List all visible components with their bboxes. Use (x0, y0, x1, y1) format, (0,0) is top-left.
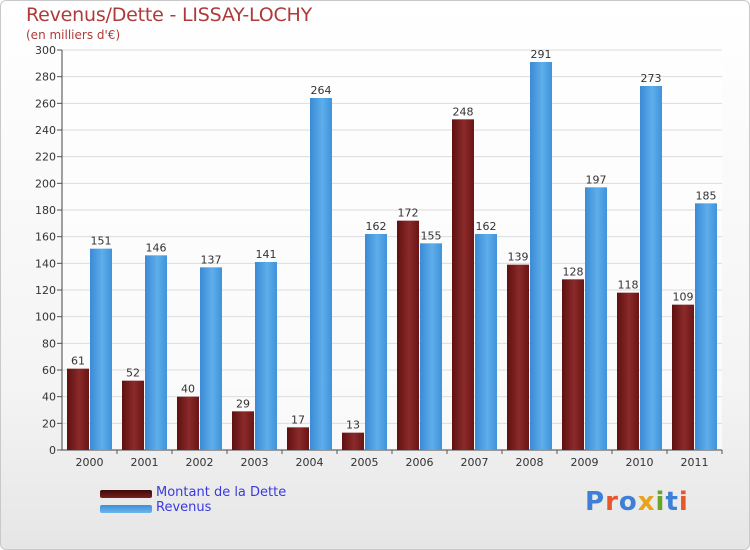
revenus-bar (200, 267, 222, 450)
y-tick-label: 80 (42, 337, 56, 350)
revenus-bar (530, 62, 552, 450)
dette-value-label: 172 (398, 207, 419, 220)
revenus-bar (640, 86, 662, 450)
dette-value-label: 248 (453, 105, 474, 118)
x-tick-label: 2011 (681, 456, 709, 469)
dette-bar (232, 411, 254, 450)
dette-bar (452, 119, 474, 450)
revenus-bar (420, 243, 442, 450)
dette-bar (287, 427, 309, 450)
logo-letter: o (618, 487, 638, 517)
y-tick-label: 20 (42, 417, 56, 430)
proxiti-logo: Proxiti (585, 487, 689, 517)
dette-value-label: 109 (673, 291, 694, 304)
logo-letter: r (605, 487, 619, 517)
revenus-bar (695, 203, 717, 450)
revenus-value-label: 264 (311, 84, 332, 97)
dette-value-label: 13 (346, 419, 360, 432)
revenus-bar (585, 187, 607, 451)
revenus-bar (310, 98, 332, 450)
revenus-value-label: 162 (366, 220, 387, 233)
dette-value-label: 52 (126, 367, 140, 380)
dette-value-label: 40 (181, 383, 195, 396)
x-tick-label: 2001 (131, 456, 159, 469)
x-tick-label: 2007 (461, 456, 489, 469)
chart-title: Revenus/Dette - LISSAY-LOCHY (26, 4, 313, 26)
revenus-value-label: 273 (641, 72, 662, 85)
revenus-bar (145, 255, 167, 450)
dette-bar (672, 304, 694, 450)
logo-letter: i (678, 487, 689, 517)
plot-area (62, 50, 722, 450)
dette-value-label: 128 (563, 265, 584, 278)
legend-label-dette: Montant de la Dette (156, 485, 287, 500)
legend-swatch-dette (100, 490, 152, 498)
revenus-value-label: 146 (146, 241, 167, 254)
dette-bar (397, 220, 419, 450)
y-tick-label: 260 (35, 97, 56, 110)
dette-bar (177, 396, 199, 450)
x-tick-label: 2005 (351, 456, 379, 469)
revenus-value-label: 137 (201, 253, 222, 266)
revenus-value-label: 185 (696, 189, 717, 202)
legend-label-revenus: Revenus (156, 500, 212, 515)
logo-letter: t (665, 487, 679, 517)
revenus-value-label: 291 (531, 48, 552, 61)
dette-bar (507, 264, 529, 450)
dette-value-label: 118 (618, 279, 639, 292)
x-tick-label: 2002 (186, 456, 214, 469)
chart-subtitle: (en milliers d'€) (26, 28, 121, 42)
revenus-value-label: 141 (256, 248, 277, 261)
y-tick-label: 180 (35, 204, 56, 217)
dette-bar (342, 432, 364, 450)
dette-bar (617, 292, 639, 450)
revenus-bar (475, 234, 497, 450)
logo-letter: i (655, 487, 666, 517)
revenus-bar (255, 262, 277, 450)
x-tick-label: 2008 (516, 456, 544, 469)
y-tick-label: 100 (35, 311, 56, 324)
y-tick-label: 300 (35, 44, 56, 57)
dette-value-label: 139 (508, 251, 529, 264)
revenus-value-label: 197 (586, 173, 607, 186)
legend-swatch-revenus (100, 505, 152, 513)
y-tick-label: 0 (49, 444, 56, 457)
y-tick-label: 40 (42, 391, 56, 404)
y-tick-label: 240 (35, 124, 56, 137)
y-tick-label: 140 (35, 257, 56, 270)
y-tick-label: 120 (35, 284, 56, 297)
dette-bar (562, 279, 584, 450)
x-tick-label: 2004 (296, 456, 324, 469)
y-tick-label: 200 (35, 177, 56, 190)
revenus-value-label: 155 (421, 229, 442, 242)
dette-value-label: 17 (291, 413, 305, 426)
y-tick-label: 220 (35, 151, 56, 164)
dette-bar (122, 380, 144, 450)
logo-letter: P (585, 487, 606, 517)
dette-bar (67, 368, 89, 450)
logo-letter: x (637, 487, 656, 517)
y-tick-label: 280 (35, 71, 56, 84)
x-tick-label: 2009 (571, 456, 599, 469)
y-tick-label: 60 (42, 364, 56, 377)
y-tick-label: 160 (35, 231, 56, 244)
dette-value-label: 61 (71, 355, 85, 368)
revenus-value-label: 162 (476, 220, 497, 233)
x-tick-label: 2010 (626, 456, 654, 469)
revenus-value-label: 151 (91, 235, 112, 248)
revenus-bar (365, 234, 387, 450)
dette-value-label: 29 (236, 397, 250, 410)
revenus-bar (90, 248, 112, 450)
x-tick-label: 2003 (241, 456, 269, 469)
x-tick-label: 2000 (76, 456, 104, 469)
x-tick-label: 2006 (406, 456, 434, 469)
